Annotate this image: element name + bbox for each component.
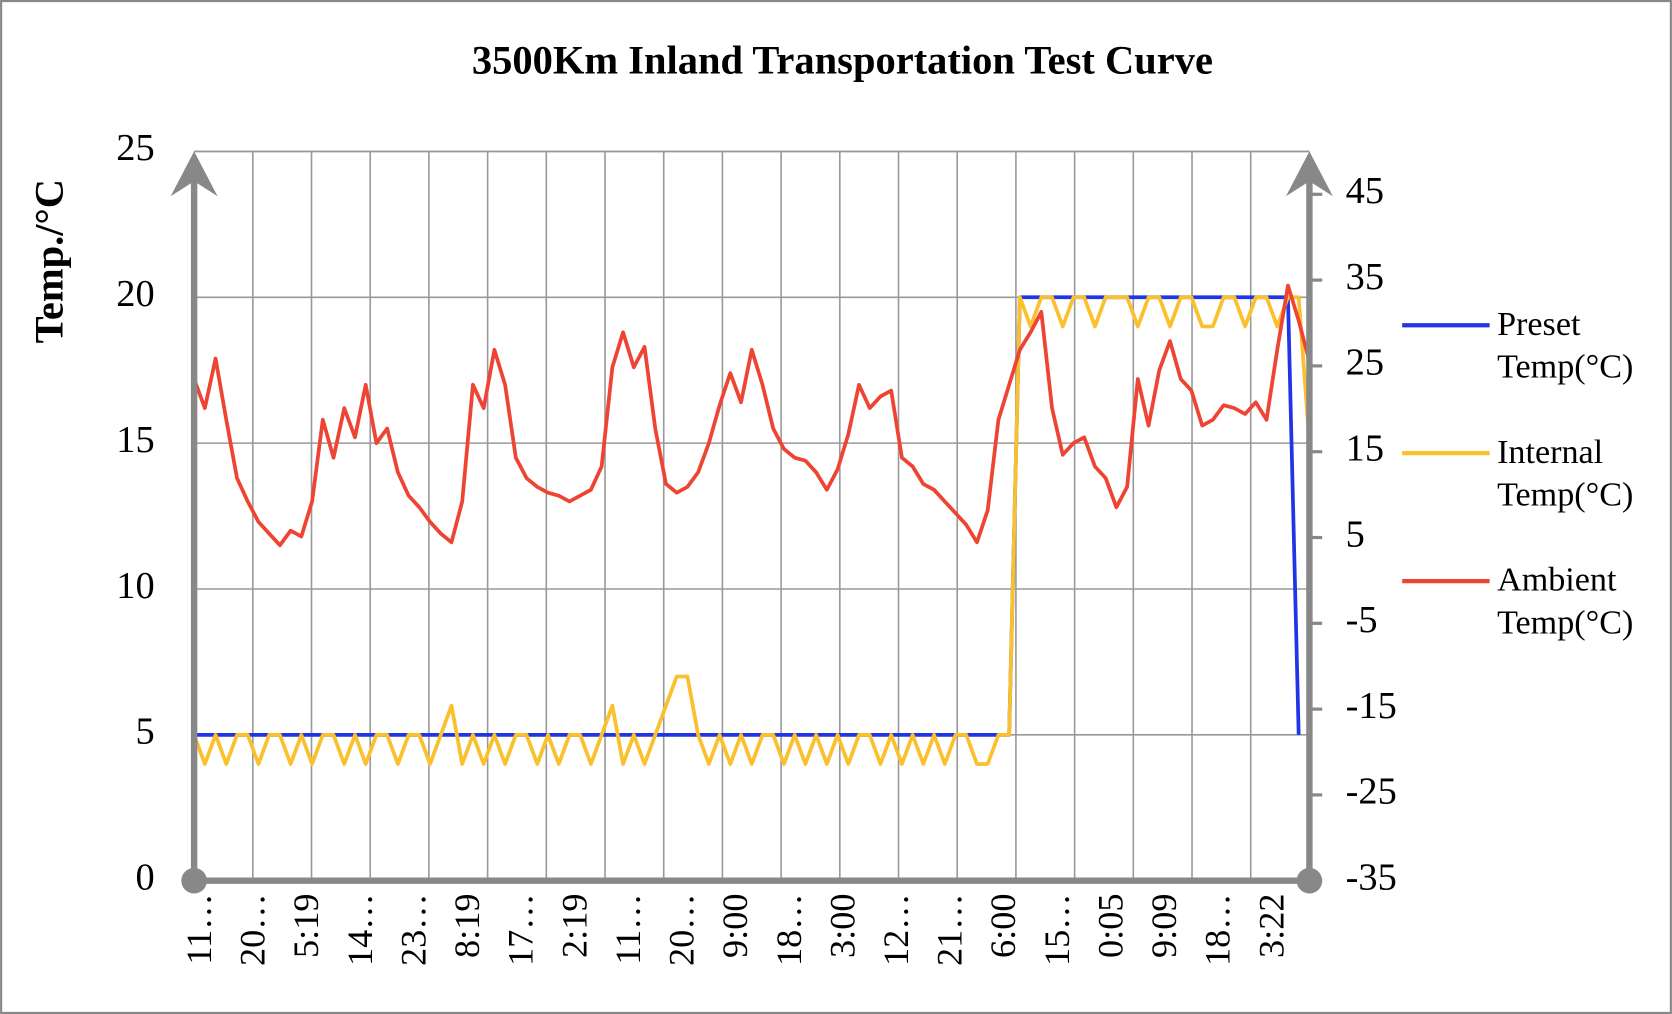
x-tick-label: 20… [662, 894, 702, 966]
y2-tick-label: 25 [1346, 342, 1384, 384]
x-tick-label: 6:00 [983, 894, 1023, 958]
y2-tick-label: 45 [1346, 170, 1384, 212]
y-tick-label: 10 [116, 565, 154, 607]
x-tick-label: 18… [769, 894, 809, 966]
y-tick-label: 20 [116, 273, 154, 315]
x-tick-label: 14… [340, 894, 380, 966]
x-tick-label: 3:22 [1251, 894, 1291, 958]
y2-tick-label: -35 [1346, 857, 1397, 899]
x-tick-label: 9:09 [1144, 894, 1184, 958]
series-line [192, 295, 1312, 766]
x-tick-label: 9:00 [715, 894, 755, 958]
legend-label: Ambient Temp(°C) [1497, 559, 1634, 641]
x-tick-label: 18… [1198, 894, 1238, 967]
y-tick-label: 25 [116, 127, 154, 169]
legend-label: Internal Temp(°C) [1497, 431, 1634, 513]
y2-tick-label: -5 [1346, 599, 1378, 641]
y2-tick-label: 15 [1346, 428, 1384, 470]
x-tick-label: 11… [179, 894, 219, 965]
y-tick-label: 5 [135, 711, 154, 753]
legend-item: Internal Temp(°C) [1497, 431, 1634, 513]
chart-title: 3500Km Inland Transportation Test Curve [472, 37, 1213, 82]
x-tick-label: 5:19 [286, 894, 326, 958]
axis-arrow [1285, 151, 1333, 197]
axis-arrow [170, 151, 218, 197]
x-tick-label: 2:19 [554, 894, 594, 958]
x-tick-label: 3:00 [822, 894, 862, 958]
y-tick-label: 0 [135, 857, 154, 899]
x-tick-label: 0:05 [1091, 894, 1131, 958]
axis-dot [1296, 867, 1323, 894]
x-tick-label: 17… [501, 894, 541, 967]
y2-tick-label: -15 [1346, 685, 1397, 727]
x-tick-label: 11… [608, 894, 648, 965]
series-line [192, 283, 1312, 548]
y-tick-label: 15 [116, 419, 154, 461]
y2-tick-label: 5 [1346, 513, 1365, 555]
x-tick-label: 21… [930, 894, 970, 966]
legend-label: Preset Temp(°C) [1497, 303, 1634, 385]
y2-tick-label: -25 [1346, 771, 1397, 813]
x-tick-label: 15… [1037, 894, 1077, 966]
x-tick-label: 20… [233, 894, 273, 966]
y2-tick-label: 35 [1346, 256, 1384, 298]
y-axis-label: Temp./°C [27, 179, 72, 343]
legend-item: Ambient Temp(°C) [1497, 559, 1634, 641]
legend-item: Preset Temp(°C) [1497, 303, 1634, 385]
x-tick-label: 23… [393, 894, 433, 967]
x-tick-label: 12… [876, 894, 916, 966]
x-tick-label: 8:19 [447, 894, 487, 958]
